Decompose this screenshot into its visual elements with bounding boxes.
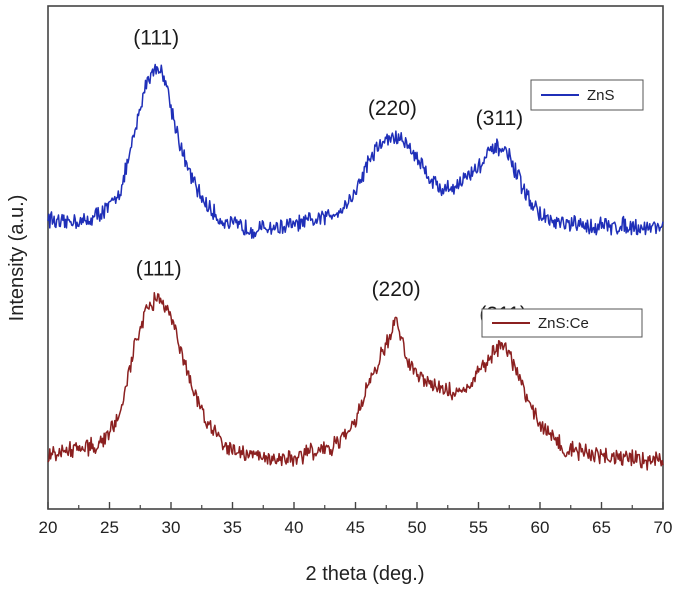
- peak-label: (111): [136, 258, 182, 281]
- peak-label: (311): [476, 107, 523, 130]
- peak-label: (220): [368, 97, 417, 120]
- x-tick-label: 40: [285, 518, 304, 537]
- peak-label: (111): [133, 26, 179, 49]
- peak-label: (220): [372, 278, 421, 301]
- series-line-zns-ce: [47, 292, 664, 471]
- x-tick-label: 70: [654, 518, 673, 537]
- x-axis-ticks: 20 25 30 35 40 45 50 55 60 65 70: [39, 502, 673, 537]
- legends: ZnS ZnS:Ce: [481, 79, 644, 338]
- legend-zns-ce: ZnS:Ce: [481, 308, 643, 338]
- x-tick-label: 20: [39, 518, 58, 537]
- series-layer: [47, 63, 664, 471]
- x-axis-title: 2 theta (deg.): [306, 563, 425, 585]
- series-line-zns: [47, 63, 664, 239]
- x-tick-label: 30: [162, 518, 181, 537]
- x-tick-label: 55: [469, 518, 488, 537]
- x-tick-label: 65: [592, 518, 611, 537]
- x-tick-label: 60: [531, 518, 550, 537]
- y-axis-title: Intensity (a.u.): [6, 195, 28, 322]
- x-tick-label: 50: [408, 518, 427, 537]
- x-tick-label: 25: [100, 518, 119, 537]
- x-tick-label: 35: [223, 518, 242, 537]
- legend-zns: ZnS: [530, 79, 644, 111]
- legend-label: ZnS: [587, 87, 615, 104]
- legend-label: ZnS:Ce: [538, 315, 589, 332]
- x-tick-label: 45: [346, 518, 365, 537]
